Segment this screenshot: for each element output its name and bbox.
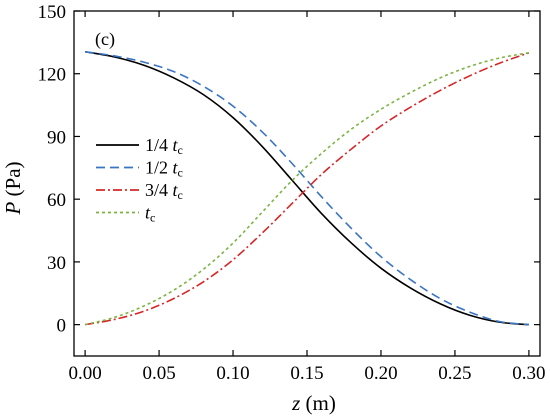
y-axis-label: P (Pa) (1, 161, 25, 215)
y-tick-label: 150 (38, 2, 67, 23)
x-tick-label: 0.30 (512, 363, 545, 384)
x-tick-label: 0.20 (364, 363, 397, 384)
x-tick-label: 0.15 (290, 363, 323, 384)
y-tick-label: 30 (47, 253, 66, 274)
y-tick-label: 60 (47, 190, 66, 211)
y-tick-label: 120 (38, 65, 67, 86)
legend-label-1: 1/4 tc (145, 135, 183, 157)
series-line-4 (84, 52, 530, 326)
legend-label-2: 1/2 tc (145, 158, 183, 180)
x-tick-label: 0.25 (438, 363, 471, 384)
legend-label-4: tc (145, 203, 155, 225)
series-line-3 (84, 52, 530, 326)
y-tick-label: 90 (47, 127, 66, 148)
axes-layer: 0.00 0.05 0.10 0.15 0.20 0.25 0.30 0 30 60 90 120 15… (38, 2, 546, 384)
x-tick-label: 0.05 (142, 363, 175, 384)
legend-label-3: 3/4 tc (145, 180, 183, 202)
panel-label: (c) (95, 29, 115, 50)
series-line-2 (84, 50, 529, 326)
y-tick-label: 0 (57, 316, 67, 337)
series-layer (84, 50, 530, 326)
x-tick-label: 0.10 (216, 363, 249, 384)
x-tick-label: 0.00 (68, 363, 101, 384)
x-axis-label: z (m) (291, 391, 336, 415)
series-line-1 (84, 50, 529, 326)
